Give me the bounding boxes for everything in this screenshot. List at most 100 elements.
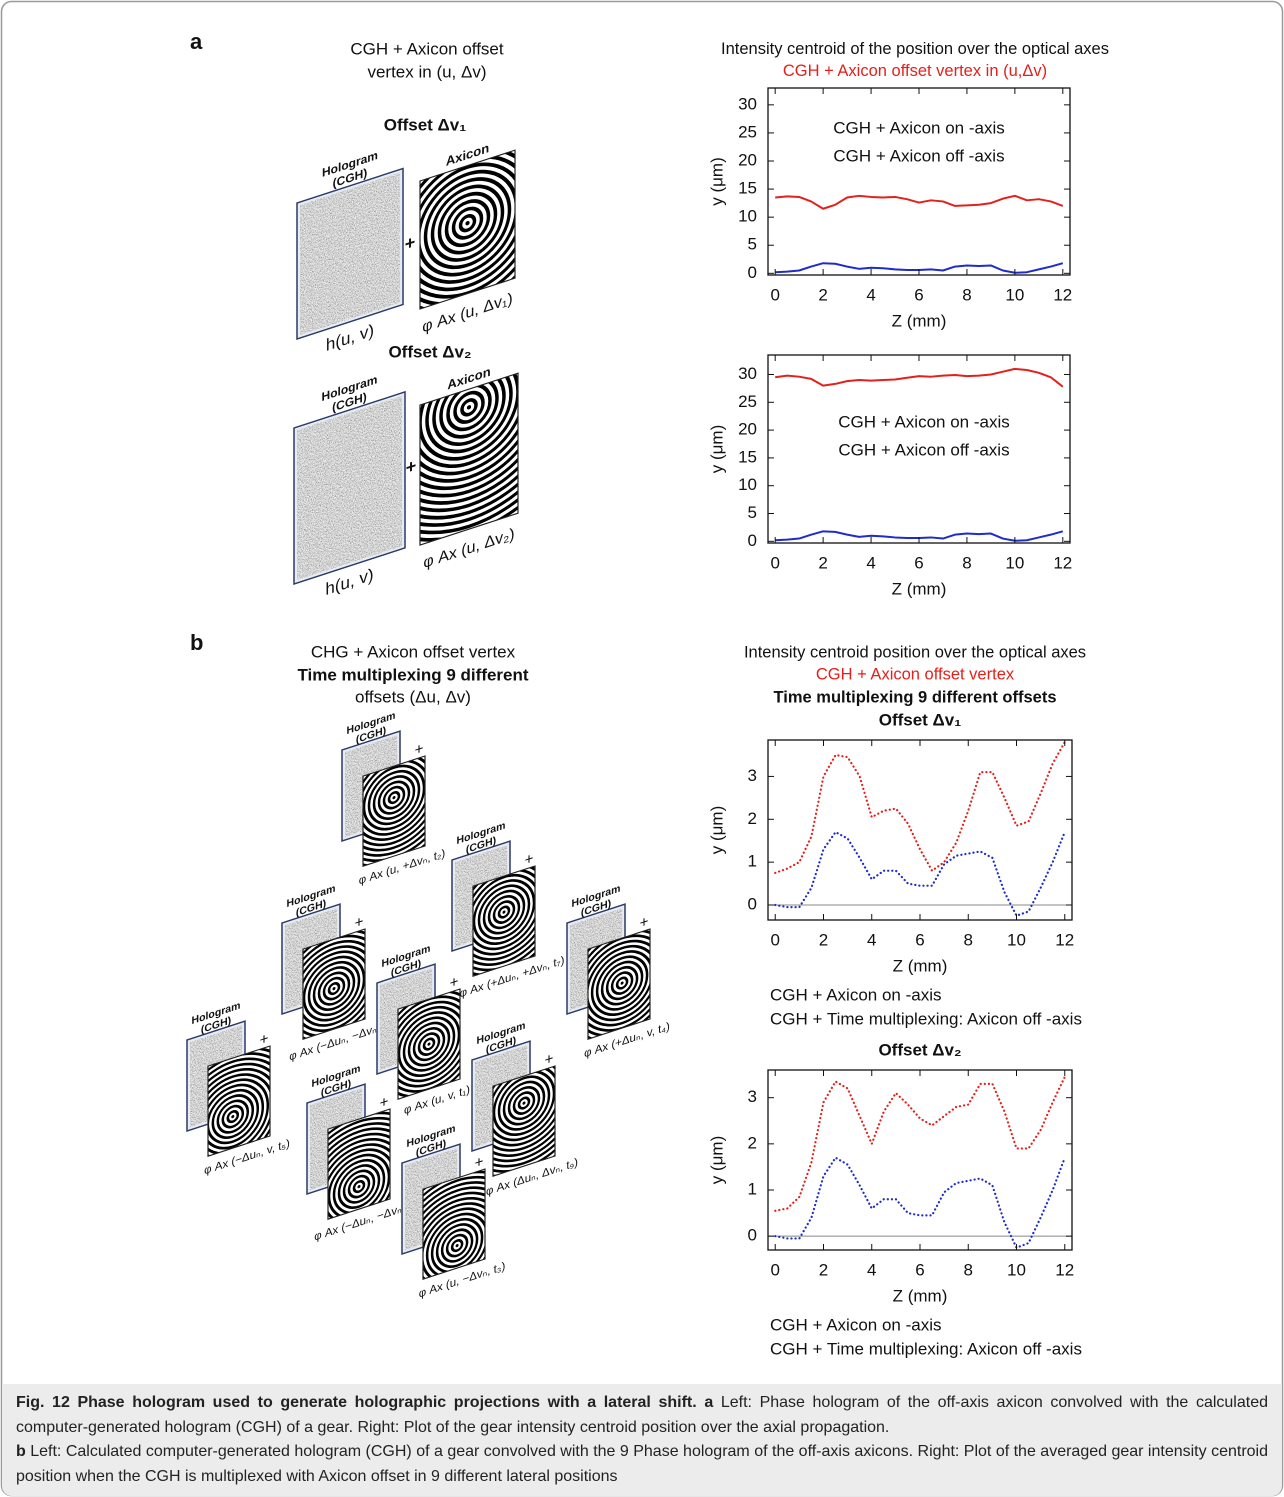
x-tick-label: 2 [818, 553, 827, 572]
diagram: Hologram(CGH)Axicon+h(u, v)φ Ax (u, Δv₂) [293, 364, 519, 599]
legend-entry: CGH + Axicon off -axis [833, 146, 1004, 165]
ring-center [455, 1243, 459, 1248]
ring [423, 1181, 485, 1280]
ring [423, 177, 512, 270]
x-tick-label: 12 [1053, 553, 1072, 572]
ring [420, 373, 518, 461]
x-tick-label: 2 [818, 285, 827, 304]
series-line [774, 1075, 1066, 1212]
ring-center [466, 405, 472, 410]
ring [423, 1191, 485, 1280]
axicon-border [419, 149, 516, 310]
axicon-border [362, 755, 426, 867]
ring [387, 791, 401, 805]
chart-title: Offset Δv₂ [878, 1040, 961, 1059]
ring [492, 900, 516, 924]
ring [208, 1067, 270, 1157]
x-tick-label: 8 [964, 930, 973, 949]
legend-entry: CGH + Axicon on -axis [770, 1315, 942, 1334]
ring [328, 1132, 390, 1220]
y-tick-label: 1 [748, 852, 757, 871]
chart-heading: Intensity centroid position over the opt… [744, 643, 1086, 661]
ring [473, 866, 535, 966]
x-tick-label: 10 [1007, 930, 1026, 949]
ring [312, 966, 356, 1011]
ring [423, 1196, 485, 1280]
y-tick-label: 3 [748, 766, 757, 785]
caption-label: b [16, 1443, 26, 1460]
x-tick-label: 6 [914, 285, 923, 304]
y-tick-label: 2 [748, 1133, 757, 1152]
x-tick-label: 6 [915, 1260, 924, 1279]
ring [444, 199, 491, 248]
ring [420, 162, 515, 284]
panel-title: Time multiplexing 9 different [297, 665, 528, 684]
ring-center [392, 796, 396, 800]
ring [460, 398, 478, 417]
ring [208, 1083, 265, 1150]
ring [420, 373, 518, 483]
plus: + [525, 850, 534, 869]
ring [398, 1011, 460, 1077]
ring-center [620, 981, 624, 985]
ring [432, 373, 506, 446]
ring [412, 1026, 446, 1062]
ring [208, 1088, 260, 1145]
ring [328, 1148, 390, 1220]
y-tick-label: 0 [748, 1226, 757, 1245]
caption-text: Left: Calculated computer-generated holo… [16, 1443, 1268, 1485]
diagram-title: Offset Δv₂ [388, 342, 471, 361]
ring [507, 1085, 541, 1121]
ring [208, 1073, 270, 1157]
ring [363, 756, 425, 857]
x-tick-label: 0 [770, 553, 779, 572]
ring [512, 1091, 536, 1115]
ring [328, 1143, 390, 1220]
plus: + [640, 913, 649, 932]
hologram [300, 172, 400, 335]
ring [328, 1116, 390, 1220]
ring [493, 1066, 555, 1163]
x-axis-label: Z (mm) [893, 956, 948, 975]
y-tick-label: 25 [738, 392, 757, 411]
ring [497, 1075, 551, 1131]
ring [211, 1094, 255, 1139]
ring [588, 939, 650, 1027]
x-tick-label: 4 [867, 1260, 876, 1279]
diagram: Hologram(CGH)Axicon+h(u, v)φ Ax (u, Δv₁) [296, 140, 516, 355]
axicon-border [327, 1108, 391, 1220]
ring [363, 756, 425, 847]
ring [420, 373, 518, 505]
ring [407, 1021, 451, 1067]
ring-center [427, 1042, 431, 1046]
y-tick-label: 2 [748, 809, 757, 828]
hologram-pair: Hologram(CGH)+φ Ax (−Δuₙ, v, t₅) [186, 1000, 290, 1177]
plus: + [355, 913, 364, 932]
chart-heading: Time multiplexing 9 different offsets [774, 688, 1057, 706]
ring [435, 1223, 479, 1268]
plus: + [450, 973, 459, 992]
ring [402, 1016, 456, 1072]
y-tick-label: 30 [738, 364, 757, 383]
legend-entry: CGH + Axicon on -axis [838, 412, 1010, 431]
ring-center [502, 910, 506, 914]
y-tick-label: 20 [738, 150, 757, 169]
ring [208, 1062, 270, 1157]
ring [216, 1099, 250, 1134]
y-tick-label: 25 [738, 122, 757, 141]
ring [352, 1180, 366, 1194]
plus: + [405, 231, 416, 255]
y-tick-label: 10 [738, 475, 757, 494]
ring [417, 1032, 441, 1056]
chart-subtitle: CGH + Axicon offset vertex in (u,Δv) [782, 62, 1048, 80]
hologram-pair: Hologram(CGH)+φ Ax (Δuₙ, Δvₙ, t₉) [471, 1020, 578, 1198]
panel-title: CGH + Axicon offset [350, 39, 504, 58]
ring [367, 769, 421, 826]
legend-entry: CGH + Time multiplexing: Axicon off -axi… [770, 1339, 1082, 1358]
legend-entry: CGH + Axicon off -axis [838, 440, 1009, 459]
ring [221, 1104, 245, 1129]
ring [517, 1096, 531, 1110]
series-line [775, 367, 1064, 388]
plot-frame [767, 1069, 1073, 1251]
